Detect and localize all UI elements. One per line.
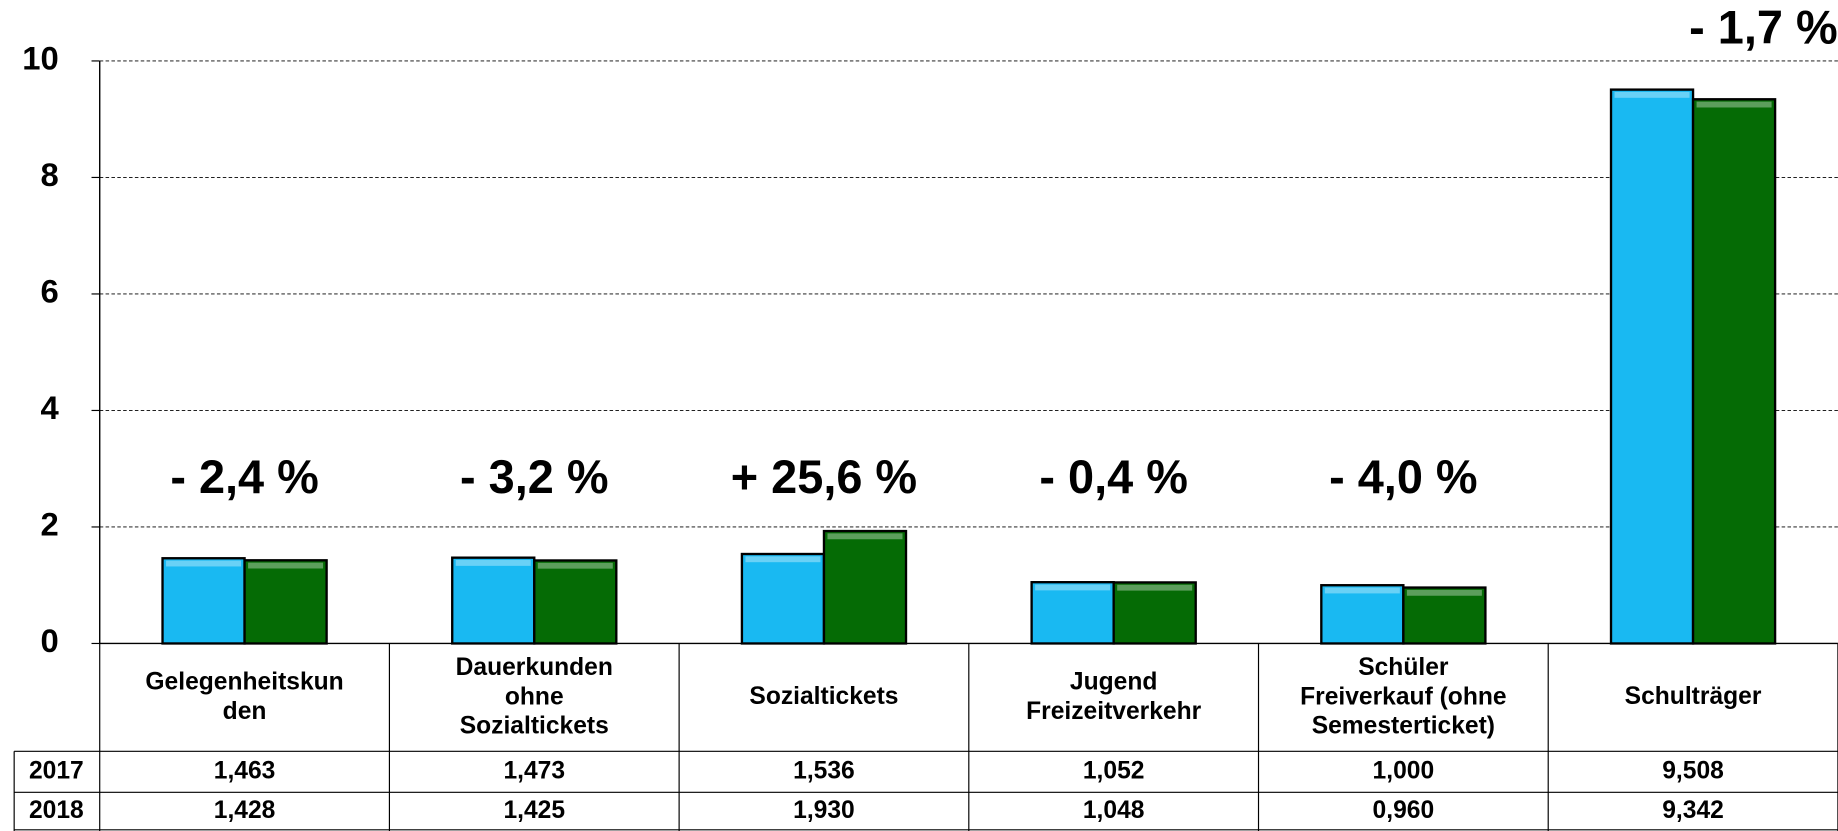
bar	[1112, 581, 1197, 645]
x-tick-label: Dauerkunden ohne Sozialtickets	[456, 654, 613, 740]
bar-highlight	[1117, 584, 1193, 591]
bar-highlight	[455, 560, 531, 566]
table-value: 0,960	[1373, 797, 1435, 824]
table-value: 1,536	[793, 757, 855, 784]
bar	[740, 552, 826, 645]
bar-highlight	[537, 562, 613, 569]
bar-highlight	[248, 562, 324, 569]
table-value: 9,342	[1662, 797, 1724, 824]
y-tick-label: 10	[22, 40, 58, 77]
bar	[533, 559, 618, 645]
bar-highlight	[1614, 91, 1690, 98]
bar	[1030, 581, 1115, 645]
series-label: 2017	[29, 757, 84, 784]
bar	[822, 529, 908, 645]
change-annotation: - 1,7 %	[1689, 1, 1838, 53]
bar	[1691, 98, 1777, 645]
bar-highlight	[827, 533, 903, 540]
table-value: 1,463	[214, 757, 276, 784]
change-annotation: - 3,2 %	[460, 451, 609, 503]
y-tick-label: 0	[40, 622, 58, 659]
bar	[451, 556, 536, 645]
table-value: 1,425	[503, 797, 565, 824]
table-value: 1,930	[793, 797, 855, 824]
change-annotation: - 2,4 %	[170, 451, 318, 503]
bar	[1609, 88, 1695, 645]
table-value: 1,000	[1373, 757, 1435, 784]
y-tick-label: 6	[40, 273, 58, 310]
bar-highlight	[1035, 584, 1111, 591]
change-annotation: - 0,4 %	[1039, 451, 1188, 503]
bar-highlight	[1324, 587, 1400, 594]
bar-highlight	[1696, 101, 1772, 108]
bar-highlight	[745, 556, 821, 563]
bar-highlight	[1406, 589, 1482, 596]
x-tick-label: Sozialtickets	[749, 683, 898, 710]
y-tick-label: 8	[40, 156, 58, 193]
table-value: 1,048	[1083, 797, 1145, 824]
y-tick-label: 4	[40, 389, 59, 426]
table-value: 1,473	[503, 757, 565, 784]
x-tick-label: Schüler Freiverkauf (ohne Semesterticket)	[1300, 654, 1507, 740]
bar	[1320, 584, 1405, 645]
change-annotation: + 25,6 %	[731, 451, 917, 503]
table-value: 1,052	[1083, 757, 1145, 784]
bar	[161, 557, 246, 645]
bar-highlight	[166, 560, 242, 567]
y-tick-label: 2	[40, 506, 58, 543]
x-tick-label: Schulträger	[1625, 683, 1762, 710]
series-label: 2018	[29, 797, 84, 824]
change-annotation: - 4,0 %	[1329, 451, 1478, 503]
x-tick-label: Jugend Freizeitverkehr	[1026, 668, 1202, 724]
table-value: 9,508	[1662, 757, 1724, 784]
x-tick-label: Gelegenheitskun den	[145, 668, 343, 724]
table-value: 1,428	[214, 797, 276, 824]
bar	[1402, 586, 1487, 645]
bar	[243, 559, 328, 645]
